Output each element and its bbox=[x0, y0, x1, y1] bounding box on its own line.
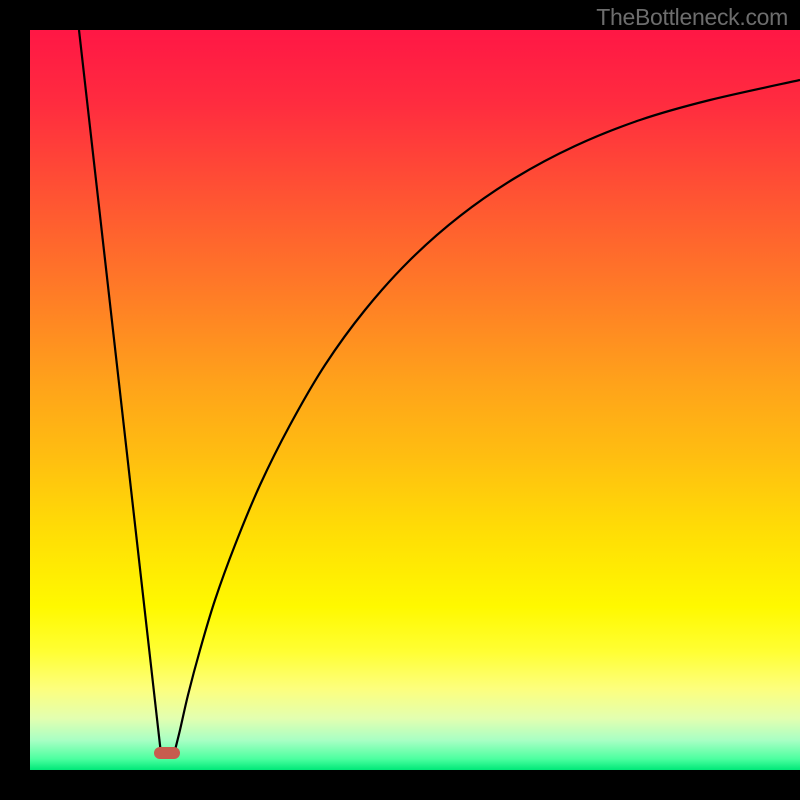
curve-left-branch bbox=[79, 30, 161, 754]
plot-area bbox=[30, 30, 800, 770]
min-marker bbox=[154, 747, 180, 759]
watermark: TheBottleneck.com bbox=[596, 4, 788, 31]
curve-layer bbox=[30, 30, 800, 770]
curve-right-branch bbox=[174, 80, 800, 754]
